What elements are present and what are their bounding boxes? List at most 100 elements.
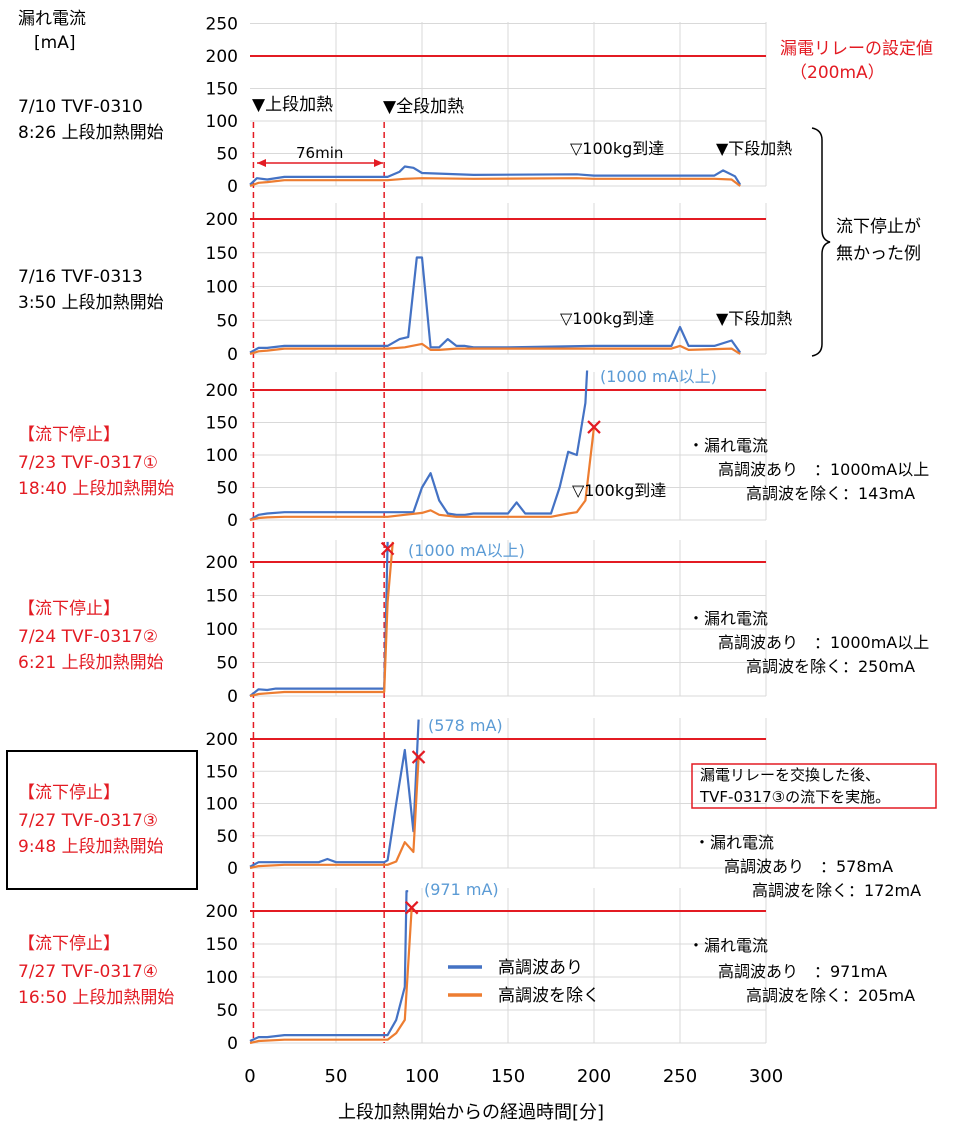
panel-3-ytick-label: 0 xyxy=(227,511,238,531)
panel-6-ytick-label: 200 xyxy=(206,902,238,922)
panel-3-note-line: 高調波を除く：143mA xyxy=(746,484,915,503)
panel-1-annotation: ▽100kg到達 xyxy=(570,139,664,158)
x-tick-label: 200 xyxy=(577,1066,611,1087)
legend-label-without-harmonics: 高調波を除く xyxy=(498,986,600,1006)
x-tick-label: 300 xyxy=(749,1066,783,1087)
panel-4-ytick-label: 50 xyxy=(216,654,238,674)
panel-4-note-line: 高調波を除く：250mA xyxy=(746,657,915,676)
panel-1-ytick-label: 200 xyxy=(206,47,238,67)
panel-6-series-without-harmonics xyxy=(249,907,413,1045)
panel-3-label-line: 18:40 上段加熱開始 xyxy=(18,479,174,499)
y-axis-title-line1: 漏れ電流 xyxy=(18,9,86,29)
panel-3-ytick-label: 200 xyxy=(206,381,238,401)
panel-4-series-without-harmonics xyxy=(249,541,394,698)
panel-5-label-line: 【流下停止】 xyxy=(18,783,120,803)
x-tick-label: 100 xyxy=(405,1066,439,1087)
panel-2-ytick-label: 100 xyxy=(206,278,238,298)
panel-3-stop-marker xyxy=(587,420,601,434)
upper-heating-marker: ▼上段加熱 xyxy=(252,95,333,115)
panel-2-annotation: ▽100kg到達 xyxy=(560,309,654,328)
annotation-layer: 漏れ電流 [mA] 漏電リレーの設定値 （200mA） ▼上段加熱 ▼全段加熱 … xyxy=(18,9,933,1123)
panel-4-label-line: 【流下停止】 xyxy=(18,599,120,619)
panel-6-ytick-label: 100 xyxy=(206,968,238,988)
panel-5-ytick-label: 50 xyxy=(216,827,238,847)
panel-6-ytick-label: 50 xyxy=(216,1001,238,1021)
panel-3-note-line: 高調波あり ：1000mA以上 xyxy=(718,460,929,479)
panel-5-ytick-label: 150 xyxy=(206,762,238,782)
interval-arrow-right-head xyxy=(374,159,383,167)
panel-5-peak-note: (578 mA) xyxy=(428,716,503,735)
panel-4-note-line: 高調波あり ：1000mA以上 xyxy=(718,633,929,652)
panel-3-peak-note: (1000 mA以上) xyxy=(600,367,717,386)
panel-3-ytick-label: 150 xyxy=(206,414,238,434)
panel-6-label-line: 【流下停止】 xyxy=(18,934,120,954)
panel-4-peak-note: (1000 mA以上) xyxy=(408,541,525,560)
panel-3-annotation: ▽100kg到達 xyxy=(572,481,666,500)
panel-2-annotation: ▼下段加熱 xyxy=(716,309,792,328)
panel-3-label-line: 7/23 TVF-0317① xyxy=(18,453,158,473)
panel-2-label-line: 3:50 上段加熱開始 xyxy=(18,293,164,313)
panel-6-note-line: 高調波を除く：205mA xyxy=(746,986,915,1005)
exchange-note-line2: TVF-0317③の流下を実施。 xyxy=(699,788,890,806)
panel-1-ytick-label: 250 xyxy=(206,15,238,35)
panel-6-series-with-harmonics xyxy=(249,890,409,1043)
x-tick-label: 0 xyxy=(244,1066,255,1087)
panel-2-ytick-label: 0 xyxy=(227,345,238,365)
panel-1-series-without-harmonics xyxy=(249,177,741,188)
exchange-note-box xyxy=(691,763,937,809)
panel-6-peak-note: (971 mA) xyxy=(424,880,499,899)
panel-3-stop-marker-stroke xyxy=(587,420,601,434)
panel-2-ytick-label: 50 xyxy=(216,311,238,331)
interval-arrow-left-head xyxy=(257,159,266,167)
panel-3-ytick-label: 50 xyxy=(216,479,238,499)
panel-5-ytick-label: 100 xyxy=(206,795,238,815)
panel-3-note-line: ・漏れ電流 xyxy=(688,436,768,455)
panel-4-ytick-label: 150 xyxy=(206,587,238,607)
panel-5-stop-marker xyxy=(411,750,426,764)
panel-5-series-without-harmonics xyxy=(249,757,420,870)
panel-4-label-line: 6:21 上段加熱開始 xyxy=(18,653,164,673)
threshold-layer xyxy=(250,55,766,912)
panel-2-label-line: 7/16 TVF-0313 xyxy=(18,267,143,287)
panel-2-series-without-harmonics xyxy=(249,342,741,356)
panel-6-ytick-label: 0 xyxy=(227,1034,238,1054)
exchange-note-line1: 漏電リレーを交換した後、 xyxy=(700,766,880,784)
panel-1-label-line: 7/10 TVF-0310 xyxy=(18,97,143,117)
brace-label-line2: 無かった例 xyxy=(836,244,921,264)
panel-4-series-with-harmonics xyxy=(249,541,389,697)
panel-5-note-line: 高調波あり ：578mA xyxy=(724,857,893,876)
panel-4-ytick-label: 100 xyxy=(206,620,238,640)
panel-1-label-line: 8:26 上段加熱開始 xyxy=(18,123,164,143)
relay-label-line1: 漏電リレーの設定値 xyxy=(780,39,933,59)
panel-1-series-with-harmonics xyxy=(249,165,742,186)
panel-5-note-line: ・漏れ電流 xyxy=(694,833,774,852)
panel-5-ytick-label: 200 xyxy=(206,730,238,750)
panel-6-label-line: 7/27 TVF-0317④ xyxy=(18,962,158,982)
x-tick-label: 250 xyxy=(663,1066,697,1087)
series-layer xyxy=(249,165,742,1045)
panel-5-series-with-harmonics xyxy=(249,719,420,868)
x-tick-label: 50 xyxy=(325,1066,348,1087)
decoration-layer xyxy=(6,127,937,997)
panel-4-ytick-label: 200 xyxy=(206,553,238,573)
panel-1-ytick-label: 0 xyxy=(227,177,238,197)
x-tick-label: 150 xyxy=(491,1066,525,1087)
relay-label-line2: （200mA） xyxy=(790,63,885,83)
panel-1-ytick-label: 50 xyxy=(216,145,238,165)
curly-brace xyxy=(811,127,831,357)
panel-5-label-line: 7/27 TVF-0317③ xyxy=(18,811,158,831)
panel-4-ytick-label: 0 xyxy=(227,687,238,707)
panel-5-note-line: 高調波を除く：172mA xyxy=(752,881,921,900)
panel-1-ytick-label: 150 xyxy=(206,80,238,100)
all-heating-marker: ▼全段加熱 xyxy=(383,97,464,117)
panel-5-stop-marker-stroke xyxy=(411,750,426,764)
panel-5-label-line: 9:48 上段加熱開始 xyxy=(18,837,164,857)
panel-2-series-with-harmonics xyxy=(249,256,742,354)
panel-3-series-with-harmonics xyxy=(249,370,589,521)
y-axis-title-line2: [mA] xyxy=(34,33,75,53)
panel-2-ytick-label: 200 xyxy=(206,210,238,230)
panel-1-annotation: ▼下段加熱 xyxy=(716,139,792,158)
panel-3-series-without-harmonics xyxy=(249,426,596,522)
